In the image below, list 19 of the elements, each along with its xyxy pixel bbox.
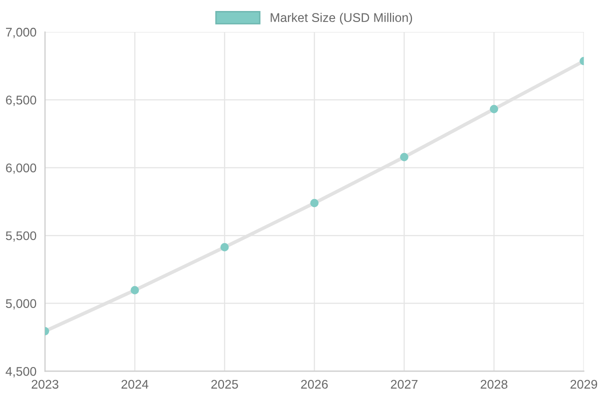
x-tick-label: 2029 xyxy=(570,380,598,389)
x-tick-label: 2023 xyxy=(32,380,58,389)
x-tick-label: 2028 xyxy=(480,380,508,389)
y-tick-label: 5,000 xyxy=(6,299,36,310)
point xyxy=(220,243,229,252)
y-tick-label: 6,500 xyxy=(6,96,36,106)
x-tick-label: 2025 xyxy=(211,380,238,389)
x-tick-label: 2027 xyxy=(390,380,418,389)
point xyxy=(130,286,139,294)
y-tick-label: 7,000 xyxy=(6,28,36,38)
point xyxy=(400,152,408,162)
legend-label: Market Size (USD Million) xyxy=(270,12,412,24)
x-tick-label: 2024 xyxy=(122,380,148,389)
point xyxy=(310,198,319,208)
x-tick-label: 2026 xyxy=(301,380,328,389)
y-tick-label: 4,500 xyxy=(6,367,36,378)
y-tick-label: 6,000 xyxy=(6,163,36,174)
y-tick-label: 5,500 xyxy=(6,231,36,242)
point xyxy=(490,104,498,114)
